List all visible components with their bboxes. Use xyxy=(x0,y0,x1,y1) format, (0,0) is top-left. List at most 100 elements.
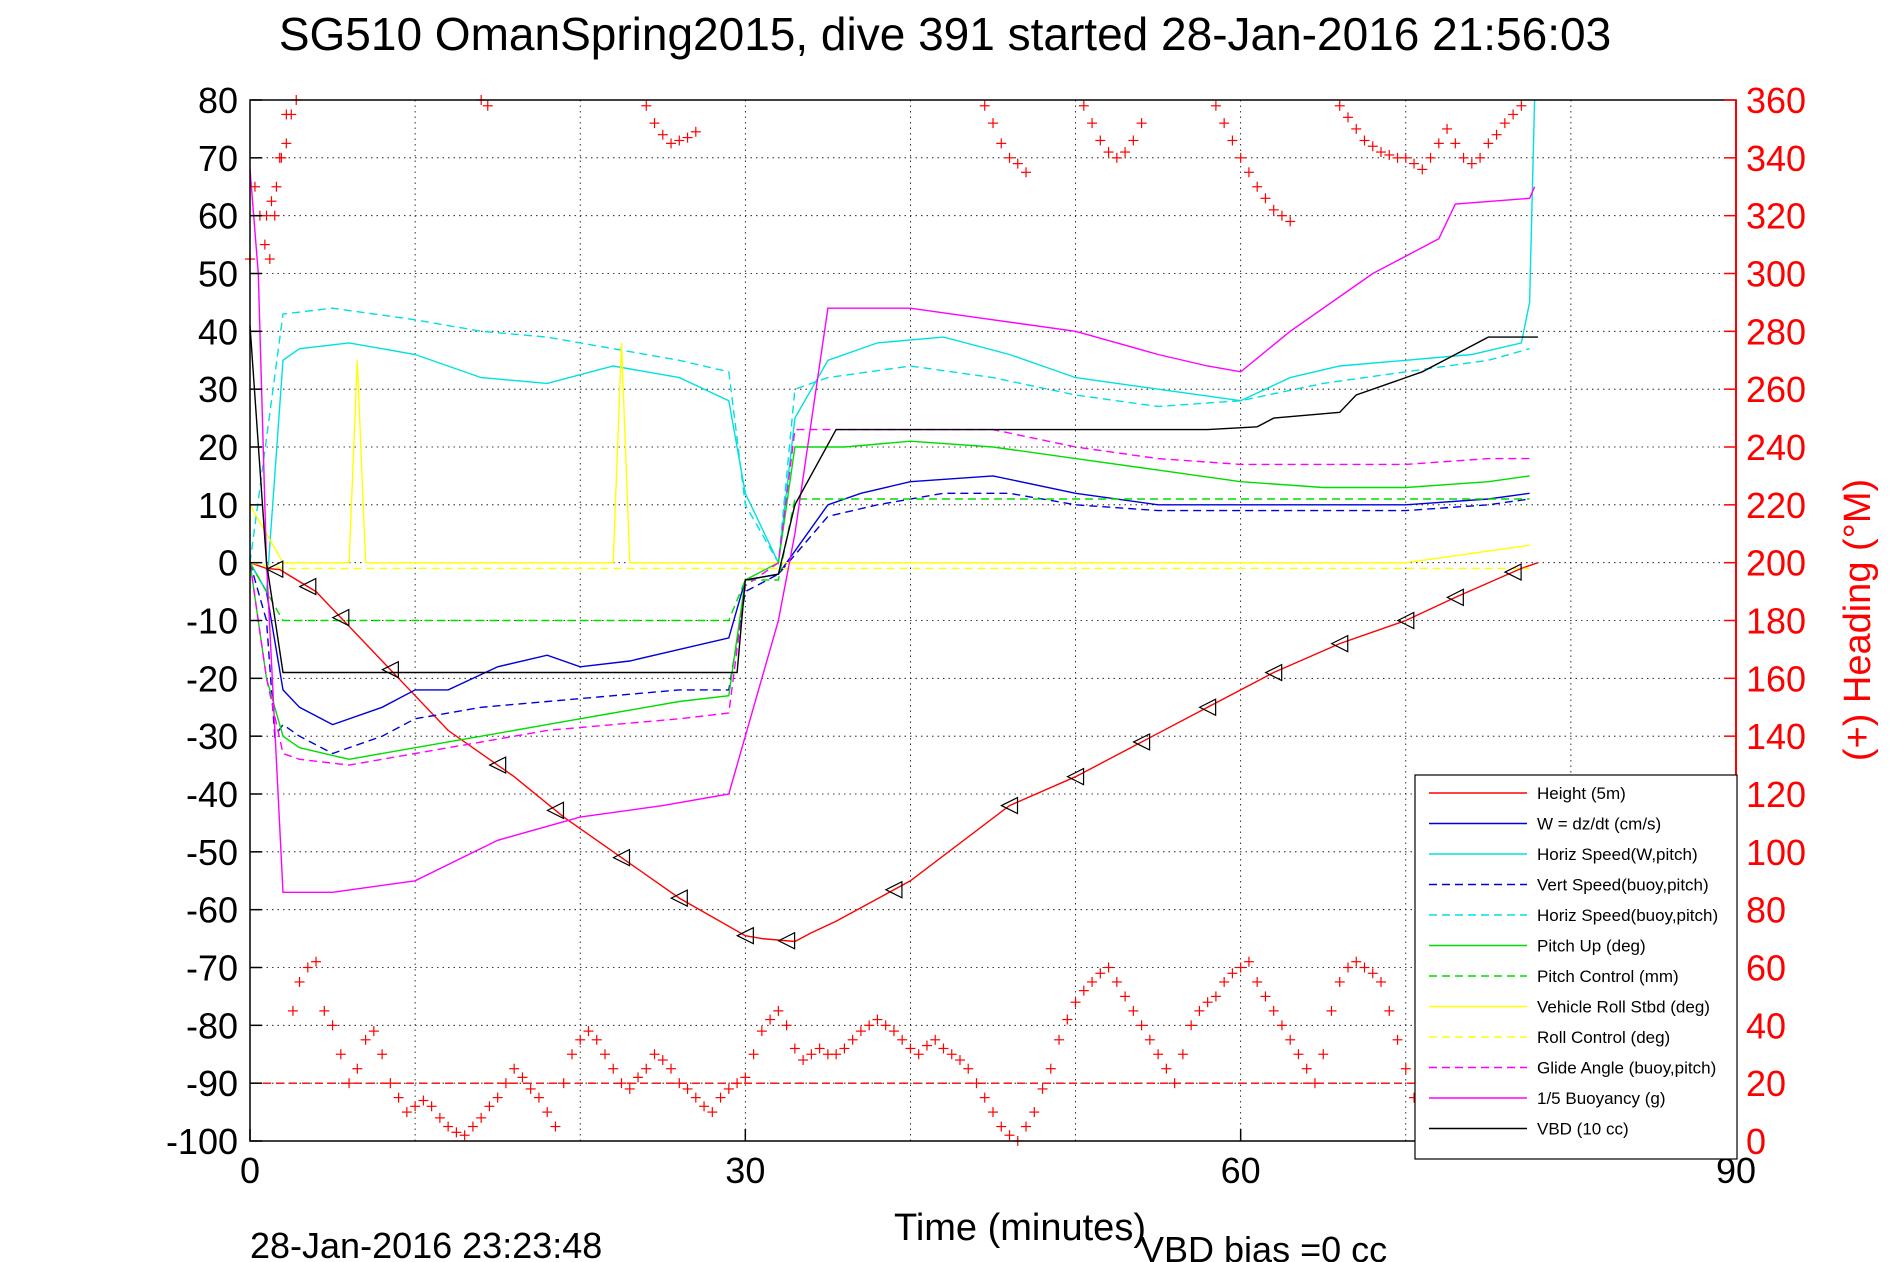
heading-point-upper xyxy=(657,129,668,140)
heading-point-upper xyxy=(1268,204,1279,215)
series-line-10 xyxy=(249,169,1536,893)
right-tick-label: 120 xyxy=(1746,774,1806,815)
legend-label: Vehicle Roll Stbd (deg) xyxy=(1537,998,1710,1017)
heading-point xyxy=(756,1026,767,1037)
heading-point-upper xyxy=(1516,100,1527,111)
heading-point-upper xyxy=(1243,167,1254,178)
left-tick-label: 20 xyxy=(198,427,238,468)
heading-point-upper xyxy=(1128,135,1139,146)
heading-point-upper xyxy=(666,138,677,149)
series-layer xyxy=(249,99,1736,1084)
height-marker xyxy=(331,608,350,627)
heading-point xyxy=(319,1005,330,1016)
heading-point xyxy=(1268,1005,1279,1016)
heading-point-upper xyxy=(1433,138,1444,149)
heading-point xyxy=(1293,1049,1304,1060)
heading-point xyxy=(484,1101,495,1112)
heading-point xyxy=(930,1034,941,1045)
heading-point xyxy=(360,1034,371,1045)
heading-point xyxy=(715,1092,726,1103)
heading-point xyxy=(996,1121,1007,1132)
heading-point xyxy=(1301,1063,1312,1074)
heading-point xyxy=(616,1078,627,1089)
heading-point-upper xyxy=(1351,123,1362,134)
series-line-8 xyxy=(249,562,1530,570)
height-marker xyxy=(1445,588,1464,607)
heading-point xyxy=(467,1121,478,1132)
heading-point xyxy=(352,1063,363,1074)
heading-point xyxy=(723,1083,734,1094)
heading-point xyxy=(1095,968,1106,979)
heading-point xyxy=(938,1043,949,1054)
heading-point xyxy=(1285,1034,1296,1045)
heading-point xyxy=(1367,968,1378,979)
heading-point xyxy=(1326,1005,1337,1016)
heading-point xyxy=(517,1072,528,1083)
heading-point xyxy=(1227,968,1238,979)
heading-point-upper xyxy=(682,132,693,143)
height-marker xyxy=(884,880,903,899)
right-tick-label: 220 xyxy=(1746,485,1806,526)
heading-point-upper xyxy=(266,196,277,207)
heading-point xyxy=(509,1063,520,1074)
heading-point xyxy=(542,1107,553,1118)
heading-point xyxy=(264,254,275,265)
heading-point-upper xyxy=(1342,112,1353,123)
heading-point xyxy=(666,1063,677,1074)
heading-point xyxy=(426,1101,437,1112)
left-tick-label: -40 xyxy=(186,774,238,815)
legend-label: Roll Control (deg) xyxy=(1537,1028,1670,1047)
heading-point-upper xyxy=(1235,152,1246,163)
heading-point-upper xyxy=(1227,135,1238,146)
right-tick-label: 240 xyxy=(1746,427,1806,468)
heading-point xyxy=(1128,1005,1139,1016)
heading-point-upper xyxy=(1120,147,1131,158)
heading-point xyxy=(641,1063,652,1074)
heading-point xyxy=(1235,962,1246,973)
vbd-bias-label: VBD bias =0 cc xyxy=(1140,1229,1387,1262)
heading-point xyxy=(1210,991,1221,1002)
heading-point xyxy=(249,181,260,192)
heading-point xyxy=(748,1049,759,1060)
heading-point-upper xyxy=(276,152,287,163)
heading-point xyxy=(855,1026,866,1037)
heading-point xyxy=(649,1049,660,1060)
heading-point xyxy=(1334,976,1345,987)
heading-point-upper xyxy=(1376,147,1387,158)
heading-point xyxy=(1037,1083,1048,1094)
height-marker xyxy=(265,560,284,579)
right-tick-label: 0 xyxy=(1746,1121,1766,1162)
heading-point xyxy=(1392,1034,1403,1045)
height-triangle-markers xyxy=(265,560,1522,950)
heading-point xyxy=(1186,1020,1197,1031)
series-line-6 xyxy=(249,498,1530,622)
height-marker xyxy=(1330,634,1349,653)
heading-point xyxy=(814,1043,825,1054)
heading-point xyxy=(418,1095,429,1106)
left-tick-label: -50 xyxy=(186,832,238,873)
heading-point xyxy=(393,1092,404,1103)
heading-point xyxy=(1309,1078,1320,1089)
heading-point xyxy=(781,1020,792,1031)
right-tick-label: 160 xyxy=(1746,658,1806,699)
heading-point xyxy=(1243,956,1254,967)
heading-point xyxy=(492,1092,503,1103)
heading-point-upper xyxy=(1499,118,1510,129)
heading-point xyxy=(1252,976,1263,987)
footer-timestamp: 28-Jan-2016 23:23:48 xyxy=(250,1225,602,1262)
heading-point xyxy=(1359,962,1370,973)
heading-point xyxy=(971,1078,982,1089)
heading-point xyxy=(1111,976,1122,987)
heading-point xyxy=(1136,1020,1147,1031)
heading-point xyxy=(302,962,313,973)
heading-point xyxy=(1021,1121,1032,1132)
left-tick-label: 30 xyxy=(198,369,238,410)
right-tick-label: 300 xyxy=(1746,254,1806,295)
heading-point xyxy=(765,1014,776,1025)
heading-point-upper xyxy=(1409,158,1420,169)
heading-point-upper xyxy=(1334,100,1345,111)
heading-point-upper xyxy=(1095,135,1106,146)
heading-point-upper xyxy=(1483,138,1494,149)
left-tick-label: -10 xyxy=(186,601,238,642)
heading-point xyxy=(1045,1063,1056,1074)
